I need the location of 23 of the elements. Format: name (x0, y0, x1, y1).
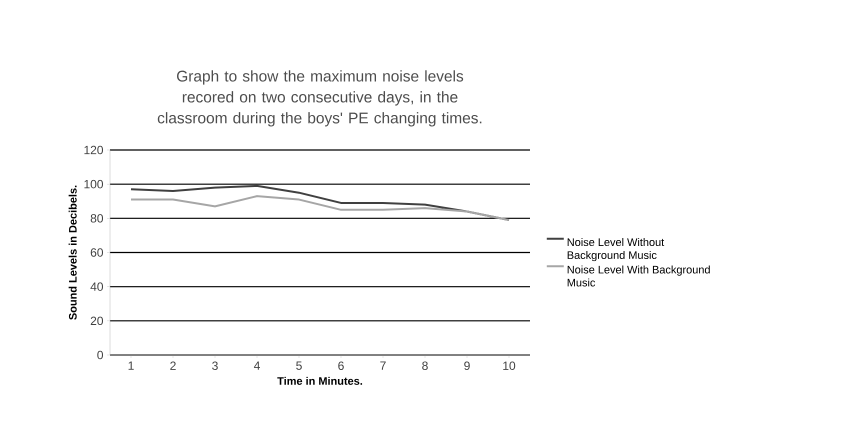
x-tick-label: 7 (380, 362, 386, 370)
y-tick-label: 20 (90, 316, 104, 326)
y-tick-label: 100 (84, 180, 104, 188)
x-tick-label: 8 (422, 362, 428, 370)
y-tick-label: 80 (90, 214, 104, 223)
line-series (130, 195, 510, 222)
x-tick-label: 5 (296, 362, 302, 370)
y-axis-title: Sound Levels in Decibels. (68, 186, 77, 320)
y-tick-label: 60 (90, 248, 104, 257)
y-tick-label: 120 (84, 146, 104, 154)
y-tick-label: 0 (97, 350, 104, 360)
x-tick-label: 2 (170, 362, 176, 370)
legend-label: Noise Level With Background Music (568, 265, 710, 286)
y-tick-label: 40 (90, 282, 104, 291)
x-tick-label: 4 (254, 362, 260, 370)
x-axis-title: Time in Minutes. (277, 376, 362, 385)
x-tick-label: 6 (338, 362, 344, 370)
x-tick-label: 3 (212, 362, 218, 370)
x-tick-label: 1 (128, 362, 134, 370)
legend-label: Noise Level Without Background Music (568, 238, 664, 262)
x-tick-label: 9 (464, 362, 470, 370)
x-tick-label: 10 (503, 362, 516, 370)
chart-title: Graph to show the maximum noise levels recored on two consecutive days, in the classroom during the boys' PE changing times. (158, 70, 482, 126)
